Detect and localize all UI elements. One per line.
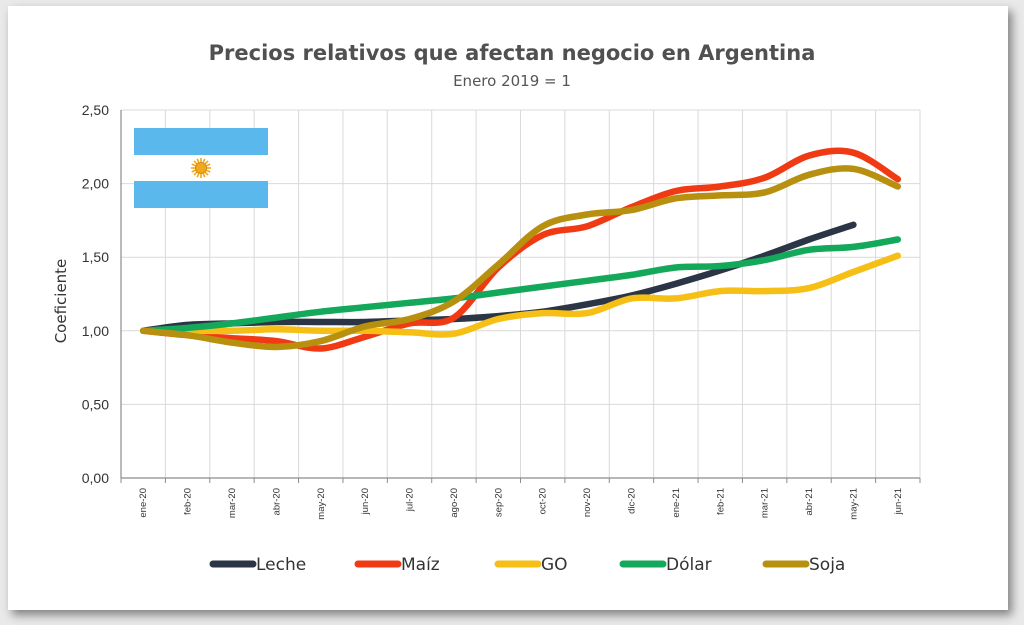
series-line-leche <box>139 221 857 335</box>
y-tick-label: 1,50 <box>82 249 109 265</box>
y-tick-label: 2,50 <box>82 102 109 118</box>
x-tick-label: may-20 <box>316 488 327 520</box>
series-line-dolar <box>139 236 902 335</box>
x-ticks: ene-20 feb-20 mar-20 abr-20 may-20 jun-20 jul-… <box>138 488 904 520</box>
legend-label-soja: Soja <box>809 555 845 575</box>
x-tick-label: ago-20 <box>449 488 460 518</box>
axes <box>120 110 921 483</box>
x-tick-label: jul-20 <box>405 488 416 512</box>
y-tick-label: 0,50 <box>82 396 109 412</box>
y-ticks: 0,00 0,50 1,00 1,50 2,00 2,50 <box>82 102 109 486</box>
flag-bottom-stripe <box>134 181 268 208</box>
chart-title: Precios relativos que afectan negocio en… <box>209 41 816 65</box>
x-tick-label: ene-20 <box>138 488 149 518</box>
x-tick-label: dic-20 <box>626 488 637 514</box>
x-tick-label: mar-20 <box>227 488 238 518</box>
x-tick-label: nov-20 <box>582 488 593 517</box>
legend-label-leche: Leche <box>256 555 306 575</box>
y-tick-label: 2,00 <box>82 176 109 192</box>
sun-disc <box>195 162 207 174</box>
x-tick-label: feb-20 <box>183 488 194 515</box>
argentina-flag-icon <box>134 128 268 208</box>
series-lines <box>139 147 902 352</box>
chart-card: Precios relativos que afectan negocio en… <box>8 6 1008 610</box>
legend: Leche Maíz GO Dólar Soja <box>209 555 845 575</box>
x-tick-label: mar-21 <box>760 488 771 518</box>
series-line-soja <box>139 165 902 351</box>
sun-of-may-icon <box>191 158 211 178</box>
flag-top-stripe <box>134 128 268 155</box>
legend-label-maiz: Maíz <box>401 555 440 575</box>
x-tick-label: abr-20 <box>271 488 282 515</box>
y-tick-label: 1,00 <box>82 323 109 339</box>
x-tick-label: oct-20 <box>538 488 549 514</box>
y-axis-label: Coeficiente <box>52 259 70 344</box>
series-line-go <box>139 252 902 338</box>
x-tick-label: jun-21 <box>893 488 904 515</box>
y-tick-label: 0,00 <box>82 470 109 486</box>
x-tick-label: sep-20 <box>493 488 504 517</box>
legend-label-dolar: Dólar <box>666 555 712 575</box>
legend-label-go: GO <box>541 555 568 575</box>
x-tick-label: jun-20 <box>360 488 371 515</box>
x-tick-label: ene-21 <box>671 488 682 518</box>
chart-subtitle: Enero 2019 = 1 <box>453 72 571 90</box>
line-chart: Precios relativos que afectan negocio en… <box>52 41 921 575</box>
x-tick-label: feb-21 <box>715 488 726 515</box>
x-tick-label: may-21 <box>848 488 859 520</box>
x-tick-label: abr-21 <box>804 488 815 515</box>
